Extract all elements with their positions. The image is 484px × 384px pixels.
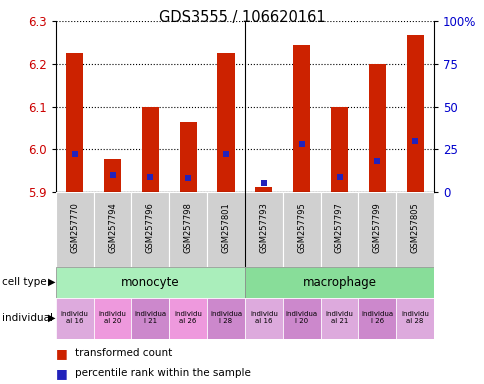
Text: individu
al 28: individu al 28	[400, 311, 428, 324]
Bar	[320, 298, 358, 339]
Bar	[244, 267, 433, 298]
Text: ▶: ▶	[47, 277, 55, 287]
Bar	[131, 192, 169, 267]
Text: individual: individual	[2, 313, 53, 323]
Bar	[358, 192, 395, 267]
Bar	[207, 298, 244, 339]
Bar	[244, 192, 282, 267]
Text: individua
l 21: individua l 21	[134, 311, 166, 324]
Text: GSM257801: GSM257801	[221, 203, 230, 253]
Bar	[169, 298, 207, 339]
Text: GSM257805: GSM257805	[410, 203, 419, 253]
Bar	[207, 192, 244, 267]
Bar	[217, 53, 234, 192]
Text: GSM257796: GSM257796	[146, 202, 154, 253]
Text: transformed count: transformed count	[75, 348, 172, 358]
Bar	[320, 192, 358, 267]
Bar	[395, 192, 433, 267]
Text: GSM257770: GSM257770	[70, 202, 79, 253]
Text: individua
l 26: individua l 26	[361, 311, 393, 324]
Bar	[368, 64, 385, 192]
Text: ■: ■	[56, 367, 67, 380]
Bar	[56, 267, 244, 298]
Bar	[244, 298, 282, 339]
Bar	[292, 45, 310, 192]
Bar	[56, 192, 93, 267]
Text: GSM257793: GSM257793	[259, 202, 268, 253]
Bar	[255, 187, 272, 192]
Bar	[169, 192, 207, 267]
Bar	[104, 159, 121, 192]
Text: GSM257799: GSM257799	[372, 203, 381, 253]
Bar	[93, 298, 131, 339]
Bar	[330, 107, 348, 192]
Text: GSM257795: GSM257795	[297, 203, 305, 253]
Text: ■: ■	[56, 347, 67, 360]
Text: GSM257797: GSM257797	[334, 202, 343, 253]
Bar	[131, 298, 169, 339]
Text: individu
al 16: individu al 16	[249, 311, 277, 324]
Text: individua
l 20: individua l 20	[285, 311, 317, 324]
Text: individu
al 21: individu al 21	[325, 311, 353, 324]
Bar	[406, 35, 423, 192]
Text: monocyte: monocyte	[121, 276, 179, 289]
Bar	[179, 121, 197, 192]
Text: GSM257798: GSM257798	[183, 202, 192, 253]
Text: GDS3555 / 106620161: GDS3555 / 106620161	[159, 10, 325, 25]
Text: individu
al 16: individu al 16	[60, 311, 89, 324]
Text: individu
al 26: individu al 26	[174, 311, 202, 324]
Text: individua
l 28: individua l 28	[210, 311, 242, 324]
Text: percentile rank within the sample: percentile rank within the sample	[75, 368, 251, 378]
Bar	[93, 192, 131, 267]
Bar	[282, 298, 320, 339]
Bar	[358, 298, 395, 339]
Bar	[66, 53, 83, 192]
Text: GSM257794: GSM257794	[108, 203, 117, 253]
Bar	[56, 298, 93, 339]
Text: individu
al 20: individu al 20	[98, 311, 126, 324]
Bar	[141, 107, 159, 192]
Text: macrophage: macrophage	[302, 276, 376, 289]
Bar	[395, 298, 433, 339]
Text: cell type: cell type	[2, 277, 47, 287]
Bar	[282, 192, 320, 267]
Text: ▶: ▶	[47, 313, 55, 323]
